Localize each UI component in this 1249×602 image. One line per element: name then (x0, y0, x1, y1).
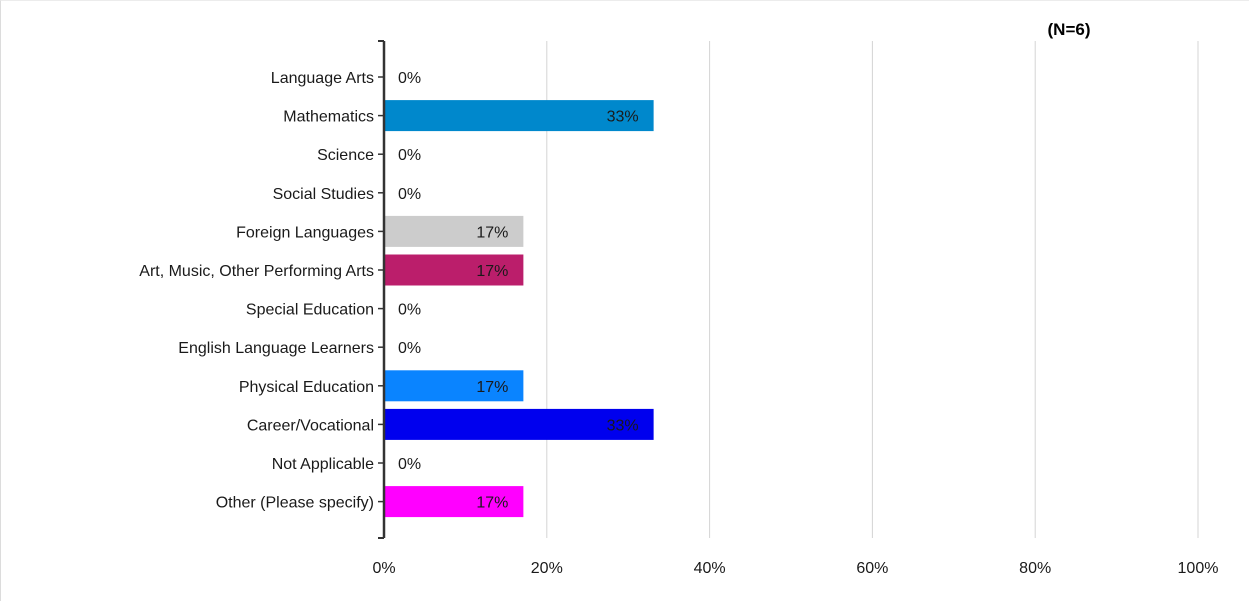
value-label: 17% (476, 379, 508, 396)
bar (385, 408, 654, 440)
category-label: English Language Learners (178, 340, 374, 357)
x-tick-labels: 0% 20% 40% 60% 80% 100% (372, 560, 1218, 577)
value-label: 0% (398, 340, 421, 357)
category-label: Other (Please specify) (216, 495, 374, 512)
x-tick-label: 60% (856, 560, 888, 577)
bar (385, 486, 524, 518)
x-tick-label: 0% (372, 560, 395, 577)
category-label: Physical Education (239, 379, 374, 396)
category-label: Foreign Languages (236, 224, 374, 241)
x-tick-label: 100% (1178, 560, 1219, 577)
bar (385, 254, 524, 286)
value-labels: 0% 33% 0% 0% 17% 17% 0% 0% 17% 33% 0% 17% (398, 70, 639, 512)
value-label: 33% (607, 109, 639, 126)
category-label: Art, Music, Other Performing Arts (139, 263, 374, 280)
category-label: Science (317, 147, 374, 164)
category-label: Language Arts (271, 70, 374, 87)
sample-size-note: (N=6) (1048, 20, 1091, 39)
category-labels: Language Arts Mathematics Science Social St… (139, 70, 384, 512)
category-label: Special Education (246, 302, 374, 319)
x-tick-label: 80% (1019, 560, 1051, 577)
value-label: 0% (398, 186, 421, 203)
value-label: 0% (398, 147, 421, 164)
category-label: Mathematics (283, 109, 374, 126)
value-label: 0% (398, 70, 421, 87)
x-tick-label: 20% (531, 560, 563, 577)
x-tick-label: 40% (694, 560, 726, 577)
bar (385, 100, 654, 132)
bar (385, 370, 524, 402)
value-label: 17% (476, 224, 508, 241)
value-label: 33% (607, 417, 639, 434)
bars (385, 100, 654, 518)
value-label: 17% (476, 263, 508, 280)
category-label: Career/Vocational (247, 417, 374, 434)
category-label: Social Studies (273, 186, 374, 203)
bar (385, 215, 524, 247)
category-label: Not Applicable (272, 456, 374, 473)
value-label: 17% (476, 495, 508, 512)
value-label: 0% (398, 456, 421, 473)
gridlines (546, 41, 1199, 538)
axes (378, 40, 386, 539)
value-label: 0% (398, 302, 421, 319)
